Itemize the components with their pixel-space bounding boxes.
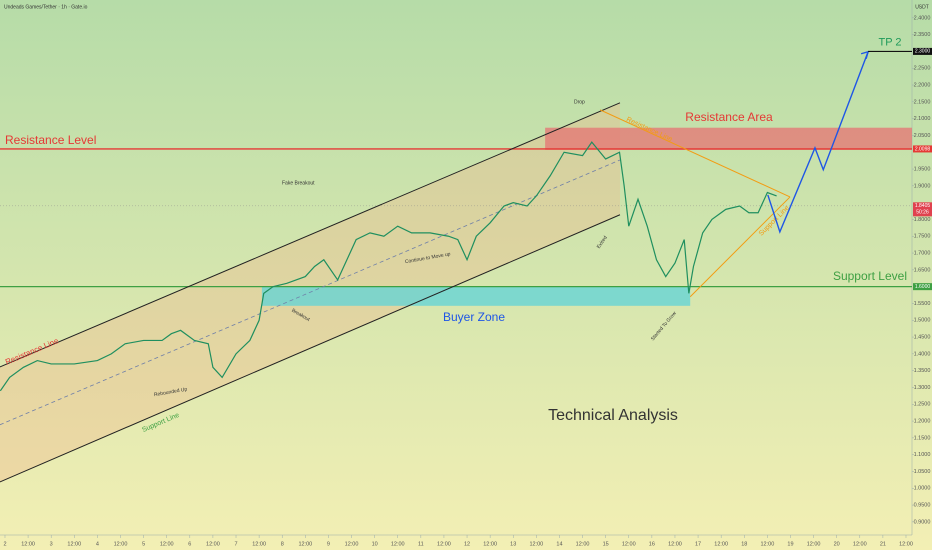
x-tick-label: 12:00 bbox=[807, 541, 821, 547]
price-badge-label: 2.0098 bbox=[915, 146, 931, 152]
trendline bbox=[0, 159, 621, 426]
x-tick-label: 15 bbox=[603, 541, 609, 547]
x-tick-label: 12:00 bbox=[668, 541, 682, 547]
price-badge-label: 1.6000 bbox=[915, 284, 931, 290]
y-tick-label: 0.9500 bbox=[914, 503, 931, 509]
x-tick-label: 12:00 bbox=[160, 541, 174, 547]
y-tick-label: 1.9000 bbox=[914, 183, 931, 189]
y-tick-label: 1.3500 bbox=[914, 368, 931, 374]
zone bbox=[545, 127, 912, 150]
price-line bbox=[0, 141, 777, 392]
x-tick-label: 13 bbox=[510, 541, 516, 547]
zone bbox=[261, 286, 691, 306]
y-tick-label: 2.3500 bbox=[914, 32, 931, 38]
y-tick-label: 2.1000 bbox=[914, 116, 931, 122]
x-tick-label: 12:00 bbox=[622, 541, 636, 547]
zone-label: Buyer Zone bbox=[443, 310, 505, 324]
x-tick-label: 8 bbox=[281, 541, 284, 547]
price-badge-label: 1.8405 bbox=[915, 203, 931, 209]
y-tick-label: 1.7000 bbox=[914, 251, 931, 257]
x-tick-label: 5 bbox=[142, 541, 145, 547]
y-tick-label: 2.1500 bbox=[914, 99, 931, 105]
trendline bbox=[0, 214, 621, 483]
y-tick-label: 1.2000 bbox=[914, 419, 931, 425]
zone-label: Resistance Area bbox=[685, 110, 773, 124]
trendline bbox=[599, 109, 791, 198]
x-tick-label: 10 bbox=[372, 541, 378, 547]
x-tick-label: 17 bbox=[695, 541, 701, 547]
x-tick-label: 12:00 bbox=[391, 541, 405, 547]
price-badge-label: 2.3000 bbox=[915, 49, 931, 55]
x-tick-label: 14 bbox=[556, 541, 562, 547]
y-tick-label: 1.4000 bbox=[914, 351, 931, 357]
y-tick-label: 1.2500 bbox=[914, 402, 931, 408]
x-tick-label: 12:00 bbox=[67, 541, 81, 547]
target-label: TP 2 bbox=[878, 36, 901, 48]
x-tick-label: 4 bbox=[96, 541, 99, 547]
y-tick-label: 0.9000 bbox=[914, 519, 931, 525]
level-label: Support Level bbox=[833, 269, 907, 283]
x-tick-label: 12:00 bbox=[252, 541, 266, 547]
level-label: Resistance Level bbox=[5, 133, 96, 147]
x-tick-label: 12:00 bbox=[483, 541, 497, 547]
x-tick-label: 12:00 bbox=[760, 541, 774, 547]
y-tick-label: 1.6500 bbox=[914, 267, 931, 273]
x-tick-label: 6 bbox=[188, 541, 191, 547]
annotation: Fake Breakout bbox=[282, 180, 315, 186]
y-tick-label: 1.0000 bbox=[914, 486, 931, 492]
y-tick-label: 2.4000 bbox=[914, 15, 931, 21]
y-axis-label: USDT bbox=[915, 4, 929, 10]
price-badge bbox=[913, 145, 932, 153]
x-tick-label: 12:00 bbox=[206, 541, 220, 547]
x-tick-label: 2 bbox=[3, 541, 6, 547]
y-tick-label: 1.8000 bbox=[914, 217, 931, 223]
y-tick-label: 1.5000 bbox=[914, 318, 931, 324]
x-tick-label: 3 bbox=[50, 541, 53, 547]
y-tick-label: 1.0500 bbox=[914, 469, 931, 475]
y-tick-label: 2.2500 bbox=[914, 66, 931, 72]
y-tick-label: 2.0500 bbox=[914, 133, 931, 139]
x-tick-label: 9 bbox=[327, 541, 330, 547]
x-tick-label: 12:00 bbox=[853, 541, 867, 547]
x-tick-label: 11 bbox=[418, 541, 424, 547]
annotation: Drop bbox=[574, 99, 585, 105]
y-tick-label: 1.7500 bbox=[914, 234, 931, 240]
x-tick-label: 12:00 bbox=[345, 541, 359, 547]
x-tick-label: 20 bbox=[834, 541, 840, 547]
y-tick-label: 2.2000 bbox=[914, 82, 931, 88]
chart-title: Undeads Games/Tether · 1h · Gate.io bbox=[4, 4, 88, 10]
x-tick-label: 7 bbox=[234, 541, 237, 547]
x-tick-label: 12:00 bbox=[437, 541, 451, 547]
price-badge bbox=[913, 202, 932, 217]
x-tick-label: 12:00 bbox=[298, 541, 312, 547]
price-badge bbox=[913, 47, 932, 55]
x-tick-label: 12:00 bbox=[899, 541, 913, 547]
x-tick-label: 12:00 bbox=[21, 541, 35, 547]
x-tick-label: 21 bbox=[880, 541, 886, 547]
watermark-title: Technical Analysis bbox=[548, 407, 678, 424]
price-badge bbox=[913, 283, 932, 291]
y-tick-label: 1.1500 bbox=[914, 435, 931, 441]
x-tick-label: 12:00 bbox=[114, 541, 128, 547]
y-tick-label: 1.5500 bbox=[914, 301, 931, 307]
x-tick-label: 12:00 bbox=[529, 541, 543, 547]
forecast-path bbox=[767, 51, 869, 234]
annotation: Rebounded Up bbox=[154, 386, 188, 398]
y-tick-label: 1.9500 bbox=[914, 166, 931, 172]
x-tick-label: 18 bbox=[741, 541, 747, 547]
x-tick-label: 16 bbox=[649, 541, 655, 547]
x-tick-label: 12 bbox=[464, 541, 470, 547]
x-tick-label: 12:00 bbox=[714, 541, 728, 547]
y-tick-label: 1.4500 bbox=[914, 335, 931, 341]
y-tick-label: 1.1000 bbox=[914, 452, 931, 458]
y-tick-label: 1.3000 bbox=[914, 385, 931, 391]
x-tick-label: 12:00 bbox=[576, 541, 590, 547]
x-tick-label: 19 bbox=[787, 541, 793, 547]
price-countdown: 50:26 bbox=[916, 210, 929, 216]
trendline bbox=[0, 102, 621, 368]
